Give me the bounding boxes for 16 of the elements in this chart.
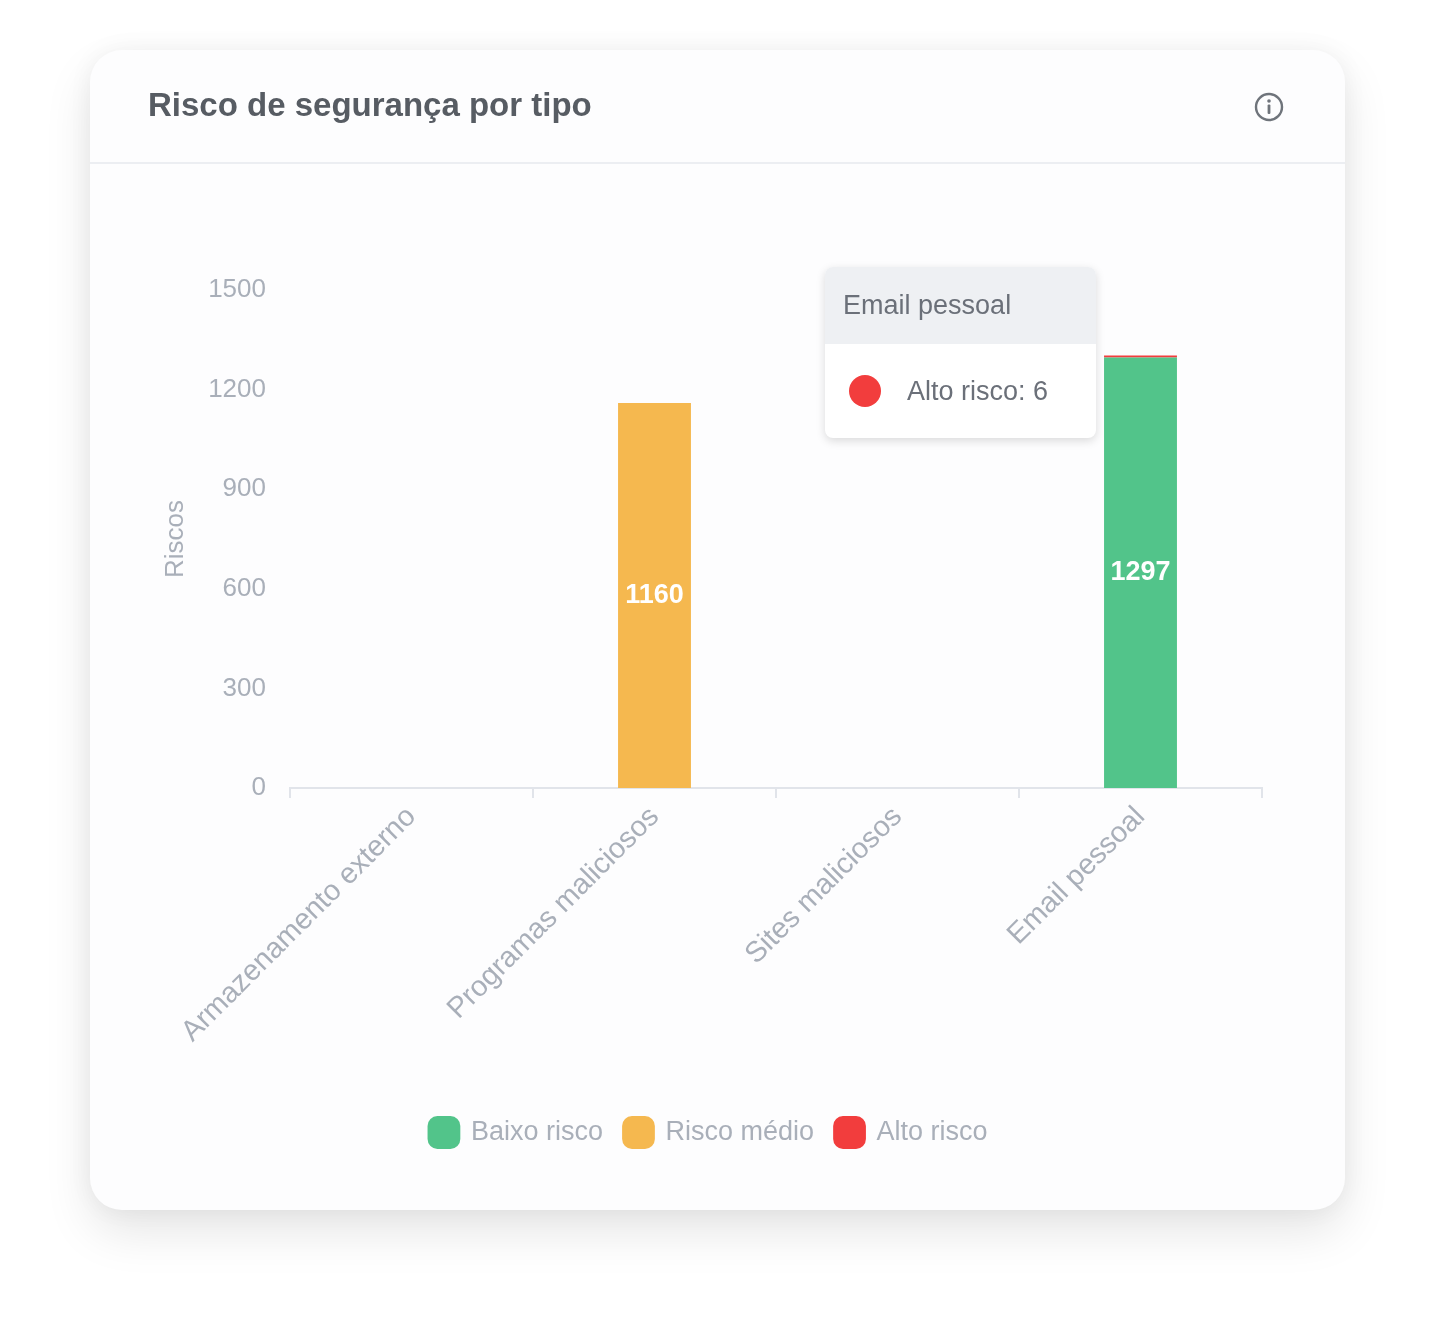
y-tick-label: 300 [222,671,266,702]
y-tick-label: 600 [222,571,266,602]
legend-label: Risco médio [665,1115,815,1146]
chart-title: Risco de segurança por tipo [148,86,592,124]
y-tick-label: 900 [222,472,266,503]
y-tick-label: 1500 [208,273,266,304]
data-label: 1297 [1110,556,1171,587]
annotation: Alto risco: 6 [907,375,1049,407]
legend-label: Baixo risco [470,1115,603,1146]
y-tick-label: 1200 [208,372,266,403]
annotation: Email pessoal [825,267,1097,345]
y-tick-label: 0 [251,771,266,802]
y-axis-title: Riscos [158,499,189,579]
tooltip-box: Email pessoal Alto risco: 6 [825,267,1097,439]
data-label: 1160 [625,578,684,609]
legend-label: Alto risco [876,1115,988,1146]
